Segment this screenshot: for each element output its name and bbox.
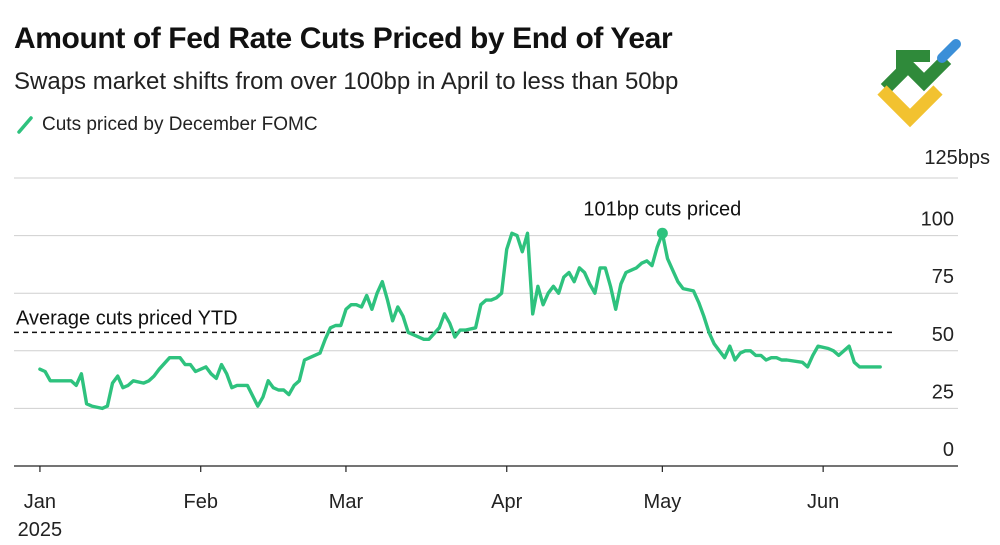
y-tick-label-50: 50 <box>932 324 954 346</box>
y-tick-label-0: 0 <box>943 439 954 461</box>
legend-label: Cuts priced by December FOMC <box>42 114 318 135</box>
average-label: Average cuts priced YTD <box>16 307 238 329</box>
x-tick-label-may: May <box>643 491 681 513</box>
x-tick-label-mar: Mar <box>329 491 364 513</box>
x-tick-label-jan: Jan <box>24 491 56 513</box>
series-line-cuts-priced <box>38 231 882 411</box>
peak-annotation-label: 101bp cuts priced <box>583 198 741 220</box>
legend-line-icon <box>17 116 33 134</box>
y-unit-label: 125bps <box>924 147 990 169</box>
brand-logo <box>877 39 961 128</box>
x-tick-label-jun: Jun <box>807 491 839 513</box>
y-tick-label-100: 100 <box>921 209 954 231</box>
peak-marker <box>656 227 668 239</box>
y-tick-label-75: 75 <box>932 266 954 288</box>
x-tick-label-apr: Apr <box>491 491 522 513</box>
x-tick-label-feb: Feb <box>183 491 217 513</box>
chart-title: Amount of Fed Rate Cuts Priced by End of… <box>14 22 673 55</box>
legend: Cuts priced by December FOMC <box>16 114 318 136</box>
y-tick-label-25: 25 <box>932 381 954 403</box>
x-year-label: 2025 <box>18 519 63 541</box>
chart-subtitle: Swaps market shifts from over 100bp in A… <box>14 68 679 95</box>
